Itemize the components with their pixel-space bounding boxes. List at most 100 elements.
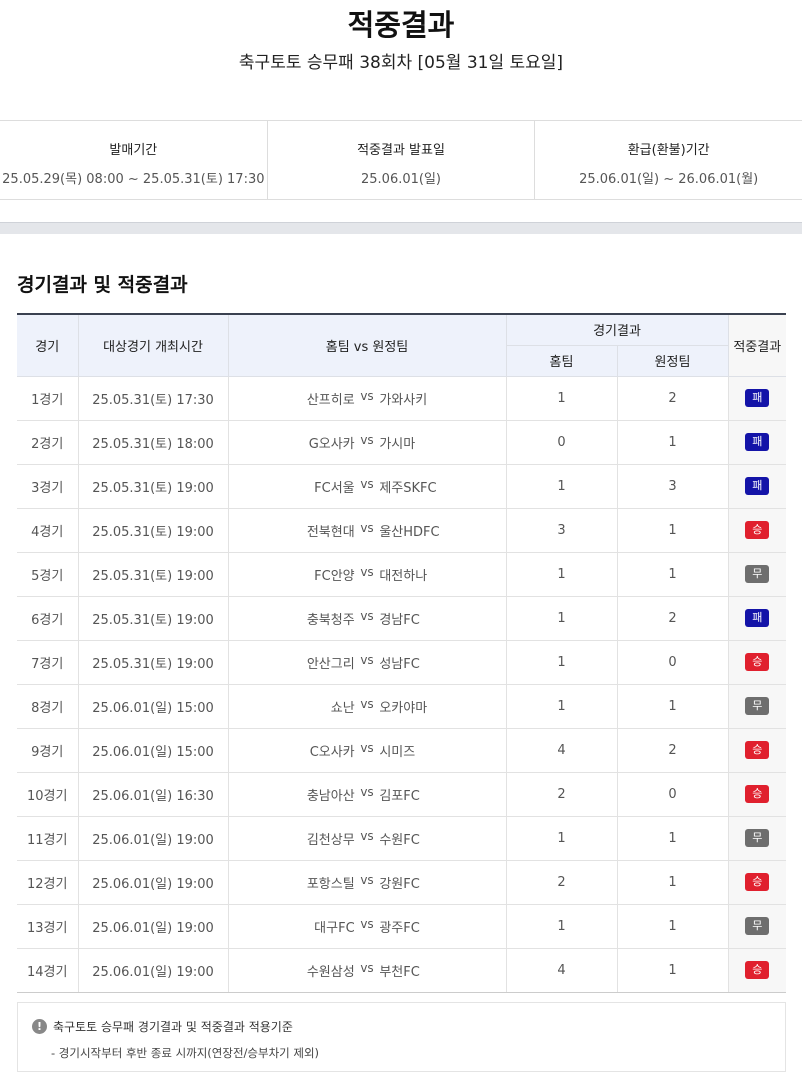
home-score: 2 (505, 859, 618, 905)
vs-label: vs (360, 652, 374, 667)
outcome-badge: 무 (745, 829, 770, 847)
game-number: 4경기 (17, 507, 79, 553)
match-time: 25.05.31(토) 19:00 (77, 595, 229, 641)
home-team: 안산그리 (306, 656, 355, 672)
game-number: 6경기 (17, 595, 79, 641)
match-time: 25.06.01(일) 16:30 (77, 771, 229, 817)
outcome-cell: 승 (727, 727, 786, 773)
table-row: 2경기 25.05.31(토) 18:00 G오사카 vs 가시마 0 1 패 (17, 419, 786, 465)
away-score: 1 (616, 947, 729, 993)
away-score: 1 (616, 815, 729, 861)
table-row: 7경기 25.05.31(토) 19:00 안산그리 vs 성남FC 1 0 승 (17, 639, 786, 685)
table-row: 14경기 25.06.01(일) 19:00 수원삼성 vs 부천FC 4 1 승 (17, 947, 786, 993)
vs-label: vs (360, 828, 374, 843)
home-score: 1 (505, 903, 618, 949)
away-team: 오카야마 (379, 700, 428, 716)
game-number: 1경기 (17, 375, 79, 421)
match-time: 25.06.01(일) 19:00 (77, 859, 229, 905)
outcome-badge: 승 (745, 785, 770, 803)
outcome-badge: 패 (745, 389, 770, 407)
match-teams: 포항스틸 vs 강원FC (227, 859, 507, 905)
vs-label: vs (360, 388, 374, 403)
game-number: 14경기 (17, 947, 79, 993)
match-time: 25.06.01(일) 19:00 (77, 947, 229, 993)
outcome-badge: 승 (745, 521, 770, 539)
table-row: 11경기 25.06.01(일) 19:00 김천상무 vs 수원FC 1 1 무 (17, 815, 786, 861)
info-label: 발매기간 (109, 143, 158, 158)
home-score: 1 (505, 551, 618, 597)
away-score: 2 (616, 375, 729, 421)
table-row: 8경기 25.06.01(일) 15:00 쇼난 vs 오카야마 1 1 무 (17, 683, 786, 729)
game-number: 9경기 (17, 727, 79, 773)
away-score: 0 (616, 771, 729, 817)
home-team: G오사카 (308, 436, 355, 452)
match-time: 25.05.31(토) 19:00 (77, 551, 229, 597)
home-team: C오사카 (309, 744, 355, 760)
away-score: 0 (616, 639, 729, 685)
table-row: 3경기 25.05.31(토) 19:00 FC서울 vs 제주SKFC 1 3 패 (17, 463, 786, 509)
header-teams: 홈팀 vs 원정팀 (227, 314, 507, 377)
away-score: 2 (616, 727, 729, 773)
home-team: 충남아산 (306, 788, 355, 804)
outcome-cell: 무 (727, 551, 786, 597)
home-team: 산프히로 (306, 392, 355, 408)
section-title: 경기결과 및 적중결과 (17, 274, 188, 296)
away-team: 광주FC (379, 920, 420, 936)
game-number: 11경기 (17, 815, 79, 861)
header-away-score: 원정팀 (616, 344, 728, 377)
home-score: 1 (505, 375, 618, 421)
away-team: 수원FC (379, 832, 420, 848)
outcome-badge: 패 (745, 433, 770, 451)
away-team: 대전하나 (379, 568, 428, 584)
table-row: 9경기 25.06.01(일) 15:00 C오사카 vs 시미즈 4 2 승 (17, 727, 786, 773)
away-score: 2 (616, 595, 729, 641)
vs-label: vs (360, 740, 374, 755)
away-team: 가와사키 (379, 392, 428, 408)
info-panel: 발매기간 25.05.29(목) 08:00 ~ 25.05.31(토) 17:3… (0, 120, 802, 200)
home-team: 전북현대 (306, 524, 355, 540)
home-score: 2 (505, 771, 618, 817)
page-title: 적중결과 (347, 8, 455, 42)
match-teams: G오사카 vs 가시마 (227, 419, 507, 465)
home-team: 수원삼성 (306, 964, 355, 980)
outcome-badge: 승 (745, 961, 770, 979)
table-row: 12경기 25.06.01(일) 19:00 포항스틸 vs 강원FC 2 1 승 (17, 859, 786, 905)
header-time: 대상경기 개최시간 (77, 314, 229, 377)
match-teams: C오사카 vs 시미즈 (227, 727, 507, 773)
vs-label: vs (360, 960, 374, 975)
match-teams: 전북현대 vs 울산HDFC (227, 507, 507, 553)
home-score: 3 (505, 507, 618, 553)
match-time: 25.05.31(토) 17:30 (77, 375, 229, 421)
vs-label: vs (360, 784, 374, 799)
outcome-badge: 승 (745, 653, 770, 671)
outcome-cell: 승 (727, 507, 786, 553)
vs-label: vs (360, 564, 374, 579)
outcome-cell: 무 (727, 815, 786, 861)
away-score: 1 (616, 419, 729, 465)
outcome-cell: 패 (727, 595, 786, 641)
outcome-cell: 승 (727, 859, 786, 905)
outcome-badge: 무 (745, 917, 770, 935)
exclamation-circle-icon: ! (32, 1019, 47, 1034)
divider-band (0, 222, 802, 234)
vs-label: vs (360, 432, 374, 447)
vs-label: vs (360, 476, 374, 491)
header-home-score: 홈팀 (506, 344, 618, 377)
game-number: 3경기 (17, 463, 79, 509)
outcome-badge: 승 (745, 741, 770, 759)
vs-label: vs (360, 520, 374, 535)
away-team: 시미즈 (379, 744, 416, 760)
home-team: 대구FC (314, 920, 355, 936)
home-score: 1 (505, 639, 618, 685)
outcome-cell: 패 (727, 463, 786, 509)
match-time: 25.06.01(일) 15:00 (77, 683, 229, 729)
home-team: FC안양 (314, 568, 355, 584)
game-number: 2경기 (17, 419, 79, 465)
away-team: 가시마 (379, 436, 416, 452)
away-score: 1 (616, 507, 729, 553)
outcome-cell: 무 (727, 903, 786, 949)
table-row: 6경기 25.05.31(토) 19:00 충북청주 vs 경남FC 1 2 패 (17, 595, 786, 641)
info-label: 환급(환불)기간 (627, 143, 710, 158)
away-team: 제주SKFC (379, 480, 437, 496)
away-team: 성남FC (379, 656, 420, 672)
